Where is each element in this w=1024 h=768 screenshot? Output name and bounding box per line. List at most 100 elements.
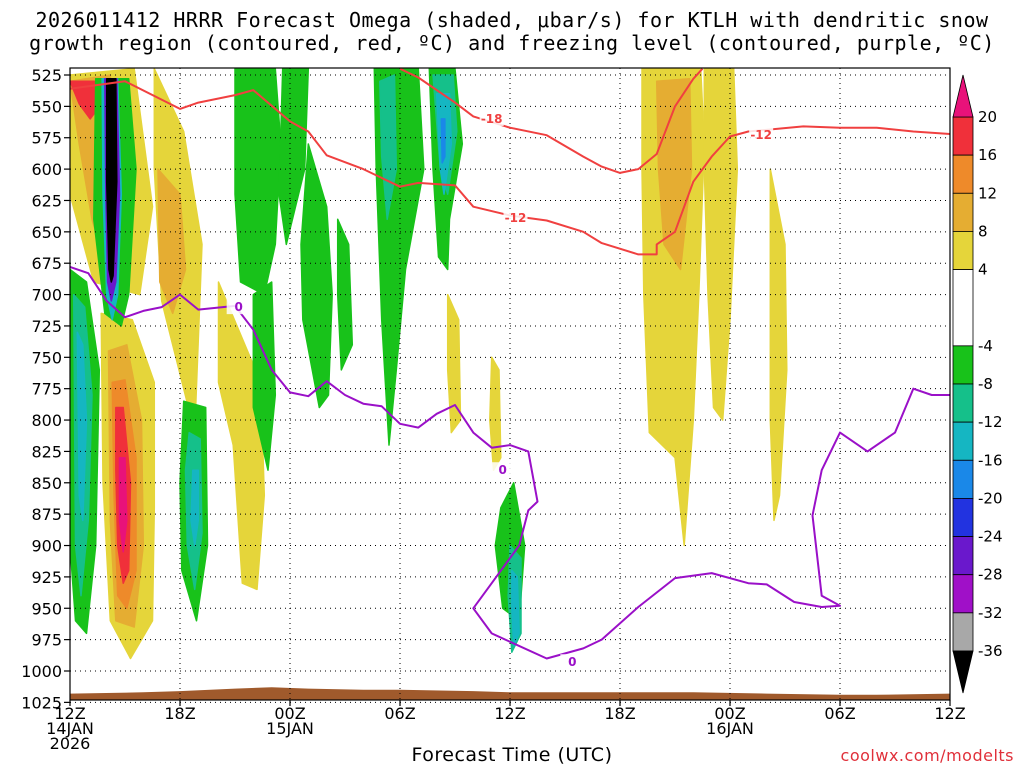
x-tick-label: 12Z (934, 704, 965, 723)
omega-region (384, 268, 396, 396)
colorbar-band (952, 612, 974, 652)
contour-label-bg (226, 299, 251, 315)
y-tick-label: 525 (31, 66, 62, 85)
x-tick-label: 00Z (714, 704, 745, 723)
contour-label-bg (503, 210, 528, 226)
omega-shading (70, 68, 788, 660)
contour-label-bg (560, 654, 585, 670)
x-tick-label: 00Z (274, 704, 305, 723)
y-tick-label: 1000 (21, 662, 62, 681)
x-tick-label: 12Z (494, 704, 525, 723)
omega-region (703, 68, 739, 421)
omega-region (76, 331, 88, 522)
colorbar-band (952, 192, 974, 232)
omega-region (190, 469, 200, 547)
colorbar-band (952, 154, 974, 194)
contour-label: 0 (234, 300, 242, 314)
colorbar-tick-label: -20 (978, 489, 1003, 507)
omega-region (118, 456, 128, 553)
y-tick-label: 725 (31, 317, 62, 336)
colorbar-band (952, 574, 974, 614)
colorbar-band (952, 116, 974, 156)
x-tick-label: 14JAN (46, 719, 94, 738)
omega-region (769, 168, 788, 522)
omega-region (105, 78, 118, 283)
y-tick-label: 550 (31, 97, 62, 116)
omega-region (157, 168, 187, 315)
y-tick-label: 950 (31, 599, 62, 618)
x-tick-label: 18Z (164, 704, 195, 723)
y-tick-label: 900 (31, 537, 62, 556)
chart-title-line-2: growth region (contoured, red, ºC) and f… (29, 31, 995, 55)
colorbar-band (952, 383, 974, 423)
colorbar-tick-label: 20 (978, 108, 997, 126)
colorbar-tick-label: -36 (978, 642, 1003, 660)
contour-label: -12 (505, 211, 527, 225)
y-tick-label: 600 (31, 160, 62, 179)
plot-grid (69, 68, 951, 703)
colorbar-tick-label: 8 (978, 222, 988, 240)
colorbar-tick-label: -28 (978, 566, 1003, 584)
y-tick-label: 850 (31, 474, 62, 493)
y-tick-label: 650 (31, 223, 62, 242)
omega-region (252, 281, 277, 471)
y-tick-label: 700 (31, 286, 62, 305)
contour-label-bg (749, 127, 774, 143)
y-tick-label: 750 (31, 348, 62, 367)
colorbar-band (952, 231, 974, 270)
colorbar-bottom-arrow (952, 650, 974, 694)
x-tick-label: 06Z (384, 704, 415, 723)
omega-region (278, 68, 310, 246)
y-tick-label: 875 (31, 505, 62, 524)
y-tick-label: 825 (31, 442, 62, 461)
colorbar-tick-label: -4 (978, 337, 993, 355)
y-tick-label: 925 (31, 568, 62, 587)
y-tick-label: 775 (31, 380, 62, 399)
colorbar-band (952, 536, 974, 576)
contour-label: 0 (498, 463, 506, 477)
y-tick-label: 575 (31, 129, 62, 148)
y-tick-label: 625 (31, 191, 62, 210)
contour-label-bg (479, 110, 504, 126)
colorbar-tick-label: 4 (978, 261, 988, 279)
contour-label: -12 (750, 128, 772, 142)
chart-title-line-1: 2026011412 HRRR Forecast Omega (shaded, … (35, 8, 989, 32)
x-tick-label: 16JAN (706, 719, 754, 738)
colorbar-tick-label: -8 (978, 375, 993, 393)
colorbar-band (952, 269, 974, 347)
x-tick-label: 15JAN (266, 719, 314, 738)
x-tick-label: 12Z (54, 704, 85, 723)
contour-labels: -18 -12 -12 0 0 0 (226, 110, 774, 670)
x-tick-label: 06Z (824, 704, 855, 723)
x-axis-title: Forecast Time (UTC) (411, 744, 613, 766)
contour-label: -18 (481, 112, 503, 126)
y-tick-label: 1025 (21, 693, 62, 712)
colorbar-band (952, 345, 974, 385)
dgz-contour-minus18 (70, 80, 950, 256)
omega-region (489, 356, 502, 471)
contour-label: 0 (568, 655, 576, 669)
omega-region (234, 68, 282, 296)
omega-region (440, 118, 446, 164)
contour-label-bg (490, 462, 515, 478)
omega-region (655, 78, 693, 271)
source-credit: coolwx.com/modelts (840, 746, 1014, 765)
colorbar-band (952, 421, 974, 461)
y-tick-label: 800 (31, 411, 62, 430)
y-tick-label: 975 (31, 631, 62, 650)
x-tick-label: 18Z (604, 704, 635, 723)
y-axis: 525 550 575 600 625 650 675 700 725 750 775 800 825 8… (21, 66, 70, 712)
colorbar-top-arrow (952, 74, 974, 118)
omega-region (300, 143, 333, 409)
colorbar-tick-label: -16 (978, 451, 1003, 469)
y-tick-label: 675 (31, 254, 62, 273)
dgz-contour-minus12 (399, 68, 704, 174)
x-tick-label: 2026 (50, 734, 91, 753)
colorbar-tick-label: 16 (978, 146, 997, 164)
colorbar-tick-label: -12 (978, 413, 1003, 431)
colorbar-tick-label: 12 (978, 184, 997, 202)
colorbar-tick-label: -24 (978, 528, 1003, 546)
colorbar-band (952, 459, 974, 499)
